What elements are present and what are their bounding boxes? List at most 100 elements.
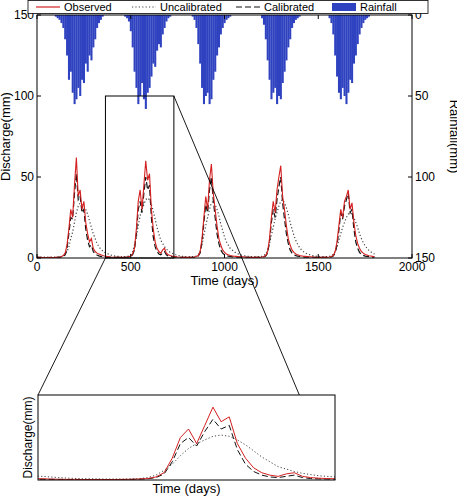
legend: ObservedUncalibratedCalibratedRainfall [28,1,428,14]
y2-tick [408,258,412,259]
rainfall-bar [355,15,357,56]
legend-label: Rainfall [360,1,397,13]
rainfall-bar [165,15,167,21]
rainfall-bar [218,15,220,47]
rainfall-bar [72,15,74,93]
rainfall-bar [274,15,276,88]
x-tick [412,15,413,19]
rainfall-bar [272,15,274,93]
plot-area [37,15,375,258]
rainfall-bar [289,15,291,39]
legend-label: Calibrated [264,1,314,13]
rainfall-bar [64,15,66,39]
rainfall-bar [77,15,79,88]
inset-discharge-line [38,435,335,479]
rainfall-bar [224,15,226,23]
x-tick [224,254,225,258]
inset-y-axis-label: Discharge(mm) [21,396,35,478]
rainfall-bar [145,15,147,109]
rainfall-bar [160,15,162,47]
x-tick-label: 1000 [211,260,238,274]
rainfall-bar [332,15,334,34]
x-tick [37,254,38,258]
x-tick-label: 0 [34,260,41,274]
rainfall-bar [156,15,158,51]
rainfall-bar [362,15,364,23]
rainfall-bar [85,15,87,64]
rainfall-bar [276,15,278,104]
rainfall-bar [345,15,347,104]
y2-tick-label: 50 [415,89,429,103]
y-tick [37,15,41,16]
y-tick [37,258,41,259]
x-tick-label: 1500 [305,260,332,274]
x-tick [318,15,319,19]
rainfall-bar [203,15,205,104]
rainfall-bar [293,15,295,23]
legend-label: Uncalibrated [160,1,222,13]
inset-discharge-line [38,405,335,480]
x-tick [224,15,225,19]
x-tick-label: 500 [121,260,141,274]
discharge-line [37,174,375,258]
rainfall-bar [154,15,156,67]
rainfall-bar [270,15,272,99]
rainfall-bar [205,15,207,96]
rainfall-bar [98,15,100,23]
rainfall-bar [214,15,216,72]
zoom-connector [38,258,105,395]
y2-tick-label: 100 [415,170,435,184]
rainfall-bar [90,15,92,60]
x-tick [318,254,319,258]
x-tick [130,254,131,258]
legend-swatch [36,6,60,7]
rainfall-bar [287,15,289,47]
rainfall-bar [220,15,222,34]
y2-tick [408,15,412,16]
rainfall-bar [209,15,211,104]
rainfall-bar [74,15,76,104]
rainfall-bar [164,15,166,28]
rainfall-bar [70,15,72,72]
rainfall-bar [342,15,344,88]
rainfall-bar [100,15,102,20]
rainfall-bar [210,15,212,99]
rainfall-bar [141,15,143,83]
rainfall-bar [336,15,338,77]
rainfall-bar [222,15,224,28]
rainfall-bar [199,15,201,64]
y-tick-label: 50 [21,170,35,184]
rainfall-bar [265,15,267,39]
rainfall-bar [149,15,151,88]
rainfall-bar [137,15,139,104]
inset-plot-area [38,405,335,480]
rainfall-bar [353,15,355,64]
rainfall-bar [38,15,40,16]
rainfall-bar [128,15,130,21]
rainfall-bar [267,15,269,60]
x-tick [130,15,131,19]
rainfall-bar [66,15,68,56]
rainfall-bar [130,15,132,31]
rainfall-bar [364,15,366,20]
rainfall-bar [344,15,346,96]
rainfall-bar [269,15,271,80]
rainfall-bar [349,15,351,80]
y-axis-label: Discharge(mm) [0,92,13,181]
chart: 0500100015002000050100150050100150Time (… [0,0,457,500]
rainfall-bar [360,15,362,28]
legend-swatch [132,6,156,7]
rainfall-bar [295,15,297,20]
rainfall-bar [334,15,336,56]
rainfall-bar [132,15,134,47]
legend-swatch [236,6,260,7]
rainfall-bar [284,15,286,72]
rainfall-bar [212,15,214,80]
rainfall-bar [158,15,160,44]
rainfall-bar [150,15,152,77]
x-tick [412,254,413,258]
rainfall-bar [278,15,280,96]
y2-tick-label: 150 [415,251,435,265]
rainfall-bar [347,15,349,93]
rainfall-bar [330,15,332,23]
